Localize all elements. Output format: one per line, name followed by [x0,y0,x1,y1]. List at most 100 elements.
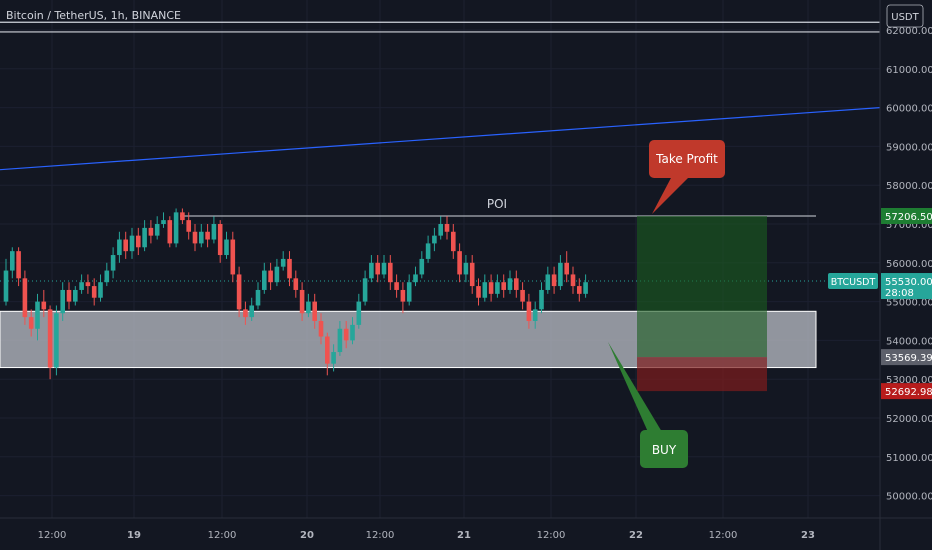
candle-body [400,289,406,302]
candle-body [501,282,506,290]
candle-body [287,258,292,279]
candle-body [577,286,582,294]
x-tick-label: 12:00 [709,530,738,541]
candle-body [274,266,280,283]
candle-body [262,270,267,290]
y-tick-label: 51000.00 [886,453,932,464]
candle-body [98,282,103,298]
candle-body [463,262,469,275]
candle-body [110,255,116,271]
candle-body [255,289,261,306]
candle-body [104,270,110,283]
entry-price-badge [881,349,932,366]
buy-callout[interactable] [640,430,688,468]
candle-body [564,262,569,275]
candle-body [249,305,254,318]
candle-body [570,274,576,287]
buy-pointer [608,342,662,432]
poi-label: POI [487,197,507,211]
entry-price-badge-label: 53569.39 [885,353,932,364]
candle-body [91,286,97,298]
candle-body [73,289,78,302]
stop-price-badge-label: 52692.98 [885,387,932,398]
candle-body [413,274,418,283]
y-tick-label: 53000.00 [886,375,932,386]
x-tick-label: 12:00 [38,530,67,541]
candle-body [161,220,166,224]
y-tick-label: 52000.00 [886,414,932,425]
candle-body [482,282,488,298]
x-tick-label: 20 [300,530,314,541]
y-tick-label: 56000.00 [886,259,932,270]
candle-body [236,274,242,310]
symbol-tag-label: BTCUSDT [831,277,876,288]
candle-body [60,289,65,314]
candle-body [123,239,128,252]
x-tick-label: 23 [801,530,815,541]
candle-body [85,282,91,287]
candle-body [243,309,248,318]
candle-body [167,220,173,244]
x-tick-label: 21 [457,530,471,541]
candle-body [173,212,179,244]
candle-body [199,231,204,244]
candle-body [22,278,28,318]
candle-body [545,274,551,290]
candle-body [129,235,135,252]
y-tick-label: 62000.00 [886,26,932,37]
candle-body [558,262,563,287]
candle-body [205,231,210,240]
chart-title: Bitcoin / TetherUS, 1h, BINANCE [6,9,182,22]
candle-body [362,278,368,302]
profit-zone[interactable] [637,215,767,358]
loss-zone[interactable] [637,357,767,392]
y-tick-label: 50000.00 [886,492,932,503]
candle-body [514,278,519,290]
candle-body [35,301,40,329]
target-price-badge [881,207,932,224]
current-price-badge [881,273,932,300]
y-tick-label: 58000.00 [886,181,932,192]
candle-body [394,282,399,290]
candle-body [66,289,72,302]
candle-body [10,251,15,271]
candle-body [375,262,380,275]
candle-body [148,227,154,236]
candle-body [142,227,147,248]
candle-body [520,289,525,302]
candle-body [583,282,588,294]
candle-body [356,301,362,325]
candle-body [54,313,59,368]
candle-body [293,278,299,290]
current-price-badge-label: 55530.00 [885,277,932,288]
candle-body [117,239,122,256]
candle-body [451,231,456,252]
candle-body [280,258,286,267]
candle-body [299,289,305,314]
y-tick-label: 60000.00 [886,104,932,115]
target-price-badge-label: 57206.50 [885,212,932,223]
candle-body [154,224,160,236]
candle-body [192,231,198,244]
take-profit-label: Take Profit [655,152,718,166]
symbol-tag [828,273,878,290]
x-tick-label: 19 [127,530,141,541]
candle-body [16,251,21,279]
candle-body [217,224,223,256]
currency-button[interactable] [886,4,924,28]
candle-body [224,239,229,256]
candles-layer [3,208,588,380]
x-tick-label: 22 [629,530,643,541]
y-tick-label: 61000.00 [886,65,932,76]
candle-body [331,352,336,364]
trendline[interactable] [0,107,881,171]
candle-body [526,301,532,321]
candle-body [532,309,538,321]
candle-body [457,251,462,275]
candle-body [419,258,425,275]
take-profit-callout[interactable] [649,140,725,178]
candle-body [507,278,513,290]
candle-body [318,321,324,337]
